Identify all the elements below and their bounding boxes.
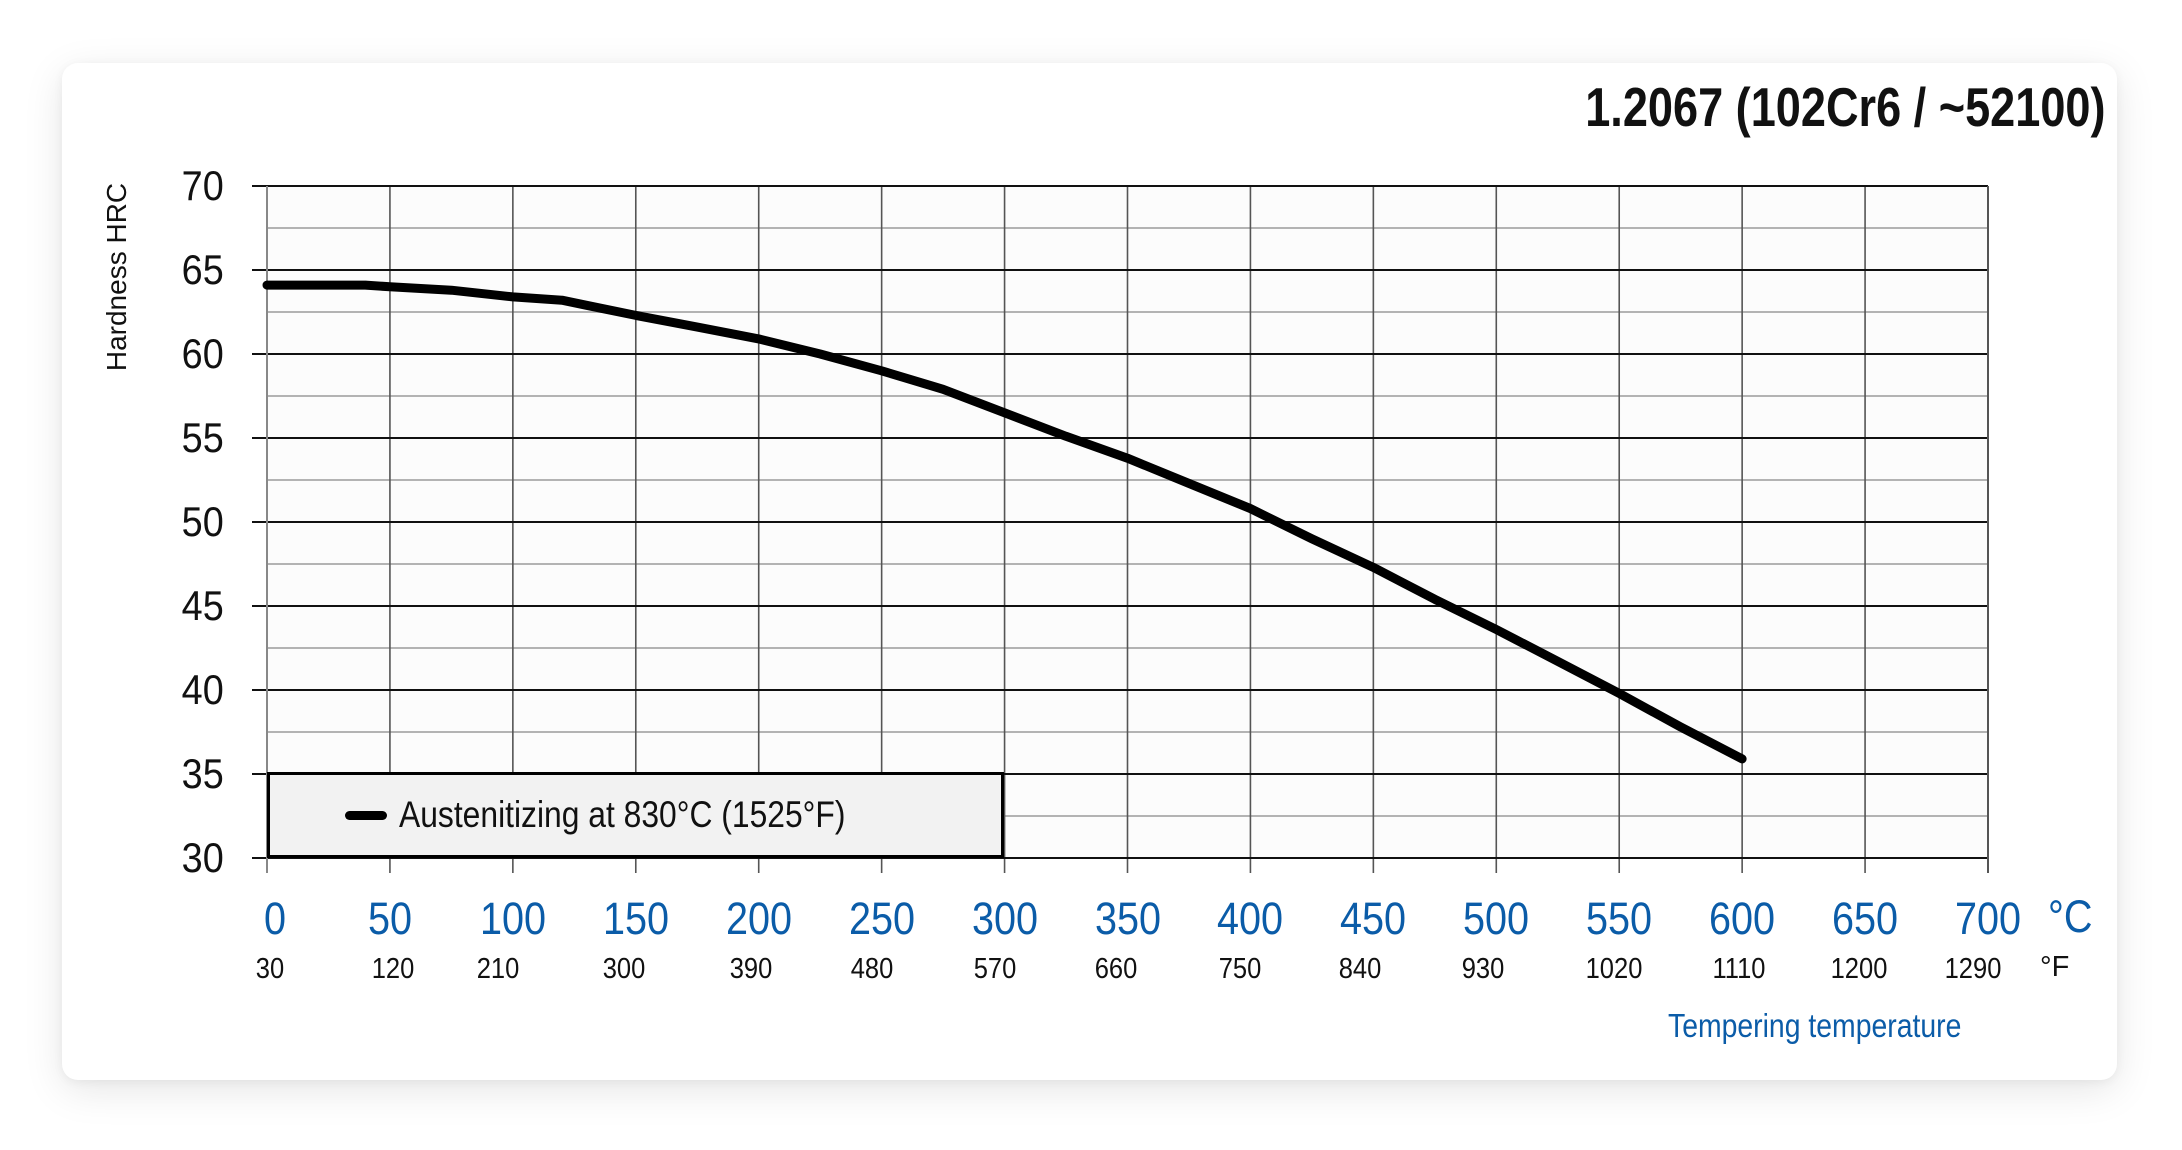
x-tick-label-fahrenheit: 570 xyxy=(973,953,1016,985)
hardness-curve xyxy=(262,280,1747,764)
y-tick-label: 70 xyxy=(181,162,224,209)
x-tick-label-celsius: 550 xyxy=(1586,893,1653,944)
x-tick-label-celsius: 500 xyxy=(1463,893,1530,944)
x-tick-label-fahrenheit: 210 xyxy=(476,953,520,985)
x-axis-unit-celsius: °C xyxy=(2048,891,2093,942)
x-tick-label-fahrenheit: 390 xyxy=(729,953,772,985)
y-tick-label: 55 xyxy=(181,414,224,461)
x-tick-label-celsius: 650 xyxy=(1832,893,1899,944)
y-tick-label: 35 xyxy=(181,750,224,797)
x-tick-label-fahrenheit: 480 xyxy=(850,953,893,985)
x-tick-label-celsius: 0 xyxy=(263,893,287,944)
legend-line-swatch-icon xyxy=(345,810,387,820)
x-tick-label-celsius: 200 xyxy=(725,893,792,944)
x-tick-label-fahrenheit: 1020 xyxy=(1585,953,1643,985)
x-tick-label-celsius: 250 xyxy=(848,893,915,944)
x-tick-label-fahrenheit: 660 xyxy=(1094,953,1137,985)
x-tick-label-celsius: 600 xyxy=(1709,893,1776,944)
legend: Austenitizing at 830°C (1525°F) xyxy=(267,772,1004,858)
x-tick-label-celsius: 100 xyxy=(479,893,546,944)
x-tick-label-fahrenheit: 300 xyxy=(602,953,646,985)
x-tick-label-celsius: 700 xyxy=(1954,893,2022,944)
chart-title: 1.2067 (102Cr6 / ~52100) xyxy=(1585,76,2106,138)
x-axis-title: Tempering temperature xyxy=(1668,1007,1962,1044)
x-tick-label-fahrenheit: 840 xyxy=(1339,953,1382,985)
y-tick-label: 65 xyxy=(181,246,224,293)
y-tick-label: 40 xyxy=(181,666,224,713)
x-tick-label-celsius: 300 xyxy=(971,893,1038,944)
x-tick-label-celsius: 450 xyxy=(1340,893,1407,944)
x-tick-label-fahrenheit: 1290 xyxy=(1944,953,2002,985)
x-tick-label-fahrenheit: 750 xyxy=(1219,953,1262,985)
x-tick-label-celsius: 150 xyxy=(602,893,669,944)
y-tick-label: 60 xyxy=(181,330,224,377)
x-tick-label-celsius: 350 xyxy=(1094,893,1161,944)
x-tick-label-celsius: 50 xyxy=(367,893,412,944)
y-tick-label: 30 xyxy=(181,834,224,881)
x-tick-label-fahrenheit: 1200 xyxy=(1830,953,1888,985)
legend-label: Austenitizing at 830°C (1525°F) xyxy=(399,794,846,835)
y-tick-label: 50 xyxy=(181,498,224,545)
x-axis-unit-fahrenheit: °F xyxy=(2040,951,2070,983)
x-tick-label-celsius: 400 xyxy=(1217,893,1284,944)
x-tick-label-fahrenheit: 120 xyxy=(371,953,415,985)
x-tick-label-fahrenheit: 930 xyxy=(1461,953,1505,985)
x-tick-label-fahrenheit: 1110 xyxy=(1712,953,1766,985)
x-tick-label-fahrenheit: 30 xyxy=(255,953,285,985)
y-tick-label: 45 xyxy=(181,582,224,629)
